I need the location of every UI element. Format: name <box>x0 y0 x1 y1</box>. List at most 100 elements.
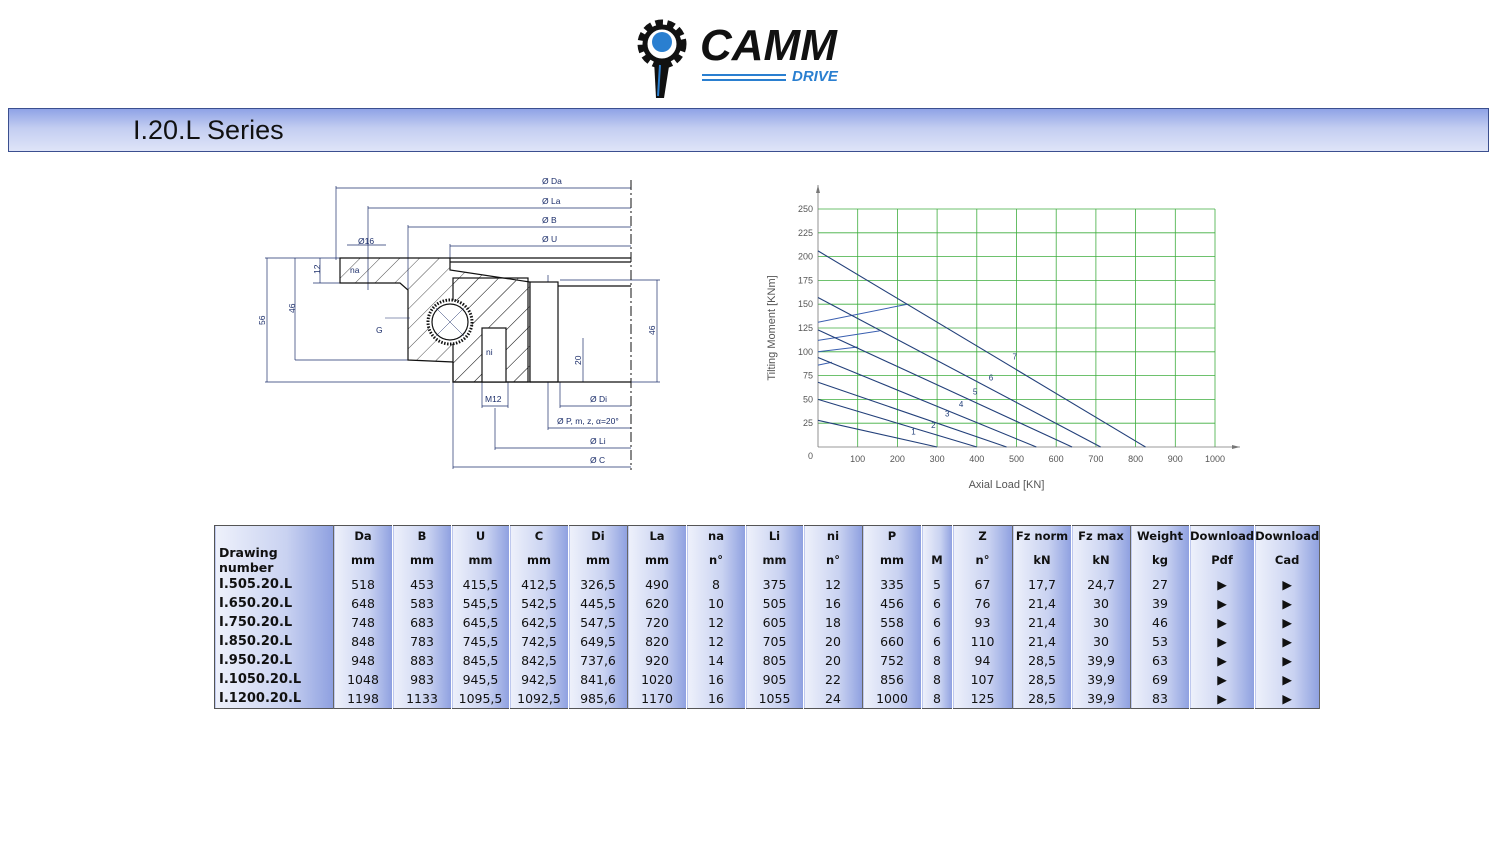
download-pdf-button[interactable]: ▶ <box>1189 632 1256 651</box>
download-pdf-button[interactable]: ▶ <box>1189 670 1256 689</box>
y-tick-label: 175 <box>798 275 813 285</box>
table-cell: na <box>686 525 746 545</box>
download-pdf-button[interactable]: ▶ <box>1189 651 1256 670</box>
table-cell: 28,5 <box>1012 670 1072 689</box>
table-cell: mm <box>568 545 628 575</box>
table-cell: 745,5 <box>451 632 510 651</box>
table-cell: mm <box>509 545 569 575</box>
download-cad-button[interactable]: ▶ <box>1254 651 1321 670</box>
table-cell: ni <box>803 525 863 545</box>
label-46b: 46 <box>647 325 657 335</box>
table-cell: 107 <box>952 670 1013 689</box>
table-cell: 24,7 <box>1071 575 1131 594</box>
download-cad-button[interactable]: ▶ <box>1254 613 1321 632</box>
x-tick-label: 700 <box>1088 454 1103 464</box>
table-cell: 30 <box>1071 613 1131 632</box>
table-cell: 93 <box>952 613 1013 632</box>
table-cell: mm <box>627 545 687 575</box>
download-pdf-button[interactable]: ▶ <box>1189 613 1256 632</box>
download-cad-button[interactable]: ▶ <box>1254 632 1321 651</box>
label-p: Ø P, m, z, α=20° <box>557 416 619 426</box>
table-cell: I.950.20.L <box>214 651 334 670</box>
load-chart: 100 200 300 400 500 600 700 800 900 1000 0 25 50 75 10… <box>760 180 1240 500</box>
table-cell: 14 <box>686 651 746 670</box>
series-label: 5 <box>973 388 978 397</box>
table-cell: Li <box>745 525 804 545</box>
table-cell: 1092,5 <box>509 689 569 709</box>
series-line-3 <box>817 381 1007 448</box>
table-cell: 16 <box>803 594 863 613</box>
table-cell: mm <box>862 545 922 575</box>
table-cell: Cad <box>1254 545 1321 575</box>
y-tick-label: 100 <box>798 347 813 357</box>
table-cell: 1000 <box>862 689 922 709</box>
table-cell: 24 <box>803 689 863 709</box>
download-pdf-button[interactable]: ▶ <box>1189 594 1256 613</box>
series-line-5 <box>817 329 1073 448</box>
x-axis-arrow-icon <box>1232 445 1240 449</box>
table-cell: 94 <box>952 651 1013 670</box>
x-tick-label: 500 <box>1009 454 1024 464</box>
x-tick-label: 300 <box>930 454 945 464</box>
label-di: Ø Di <box>590 394 607 404</box>
table-cell: 848 <box>333 632 393 651</box>
download-cad-button[interactable]: ▶ <box>1254 689 1321 709</box>
table-cell: 542,5 <box>509 594 569 613</box>
table-cell: 985,6 <box>568 689 628 709</box>
table-cell: 18 <box>803 613 863 632</box>
table-cell: 649,5 <box>568 632 628 651</box>
table-cell: 16 <box>686 670 746 689</box>
table-cell: 983 <box>392 670 452 689</box>
download-cad-button[interactable]: ▶ <box>1254 575 1321 594</box>
table-cell: 39,9 <box>1071 651 1131 670</box>
y-tick-label: 200 <box>798 252 813 262</box>
label-u: Ø U <box>542 234 557 244</box>
table-cell: 39,9 <box>1071 689 1131 709</box>
table-row: I.950.20.L 948 883 845,5 842,5 737,6 920 14 805 2… <box>214 651 1321 670</box>
x-tick-label: 800 <box>1128 454 1143 464</box>
table-cell: kg <box>1130 545 1190 575</box>
download-cad-button[interactable]: ▶ <box>1254 670 1321 689</box>
table-cell: kN <box>1071 545 1131 575</box>
series-label: 4 <box>959 400 964 409</box>
table-cell: 642,5 <box>509 613 569 632</box>
download-pdf-button[interactable]: ▶ <box>1189 689 1256 709</box>
table-cell: 76 <box>952 594 1013 613</box>
table-cell: I.1200.20.L <box>214 689 334 709</box>
table-cell: 742,5 <box>509 632 569 651</box>
table-cell: 845,5 <box>451 651 510 670</box>
table-row: I.1050.20.L 1048 983 945,5 942,5 841,6 1020 16 9… <box>214 670 1321 689</box>
series-line-7 <box>817 250 1146 448</box>
y-tick-label: 225 <box>798 228 813 238</box>
table-cell: B <box>392 525 452 545</box>
series-line-4 <box>817 357 1037 448</box>
table-cell: 720 <box>627 613 687 632</box>
table-cell: 8 <box>921 670 953 689</box>
table-cell: 30 <box>1071 594 1131 613</box>
download-pdf-button[interactable]: ▶ <box>1189 575 1256 594</box>
label-li: Ø Li <box>590 436 606 446</box>
download-cad-button[interactable]: ▶ <box>1254 594 1321 613</box>
table-cell: 67 <box>952 575 1013 594</box>
table-cell: 8 <box>921 651 953 670</box>
x-tick-label: 200 <box>890 454 905 464</box>
table-cell: Download <box>1254 525 1321 545</box>
table-cell: 558 <box>862 613 922 632</box>
table-cell: 748 <box>333 613 393 632</box>
table-cell: 883 <box>392 651 452 670</box>
table-cell: 842,5 <box>509 651 569 670</box>
table-cell: 683 <box>392 613 452 632</box>
table-cell: n° <box>952 545 1013 575</box>
table-cell: 28,5 <box>1012 689 1072 709</box>
table-cell: 46 <box>1130 613 1190 632</box>
label-d16: Ø16 <box>358 236 374 246</box>
table-cell: 6 <box>921 594 953 613</box>
label-na: na <box>350 265 360 275</box>
table-cell: 20 <box>803 651 863 670</box>
table-cell: 6 <box>921 613 953 632</box>
label-da: Ø Da <box>542 176 562 186</box>
table-cell: 335 <box>862 575 922 594</box>
table-row: I.505.20.L 518 453 415,5 412,5 326,5 490 8 375 12… <box>214 575 1321 594</box>
series-label: 7 <box>1013 352 1018 361</box>
